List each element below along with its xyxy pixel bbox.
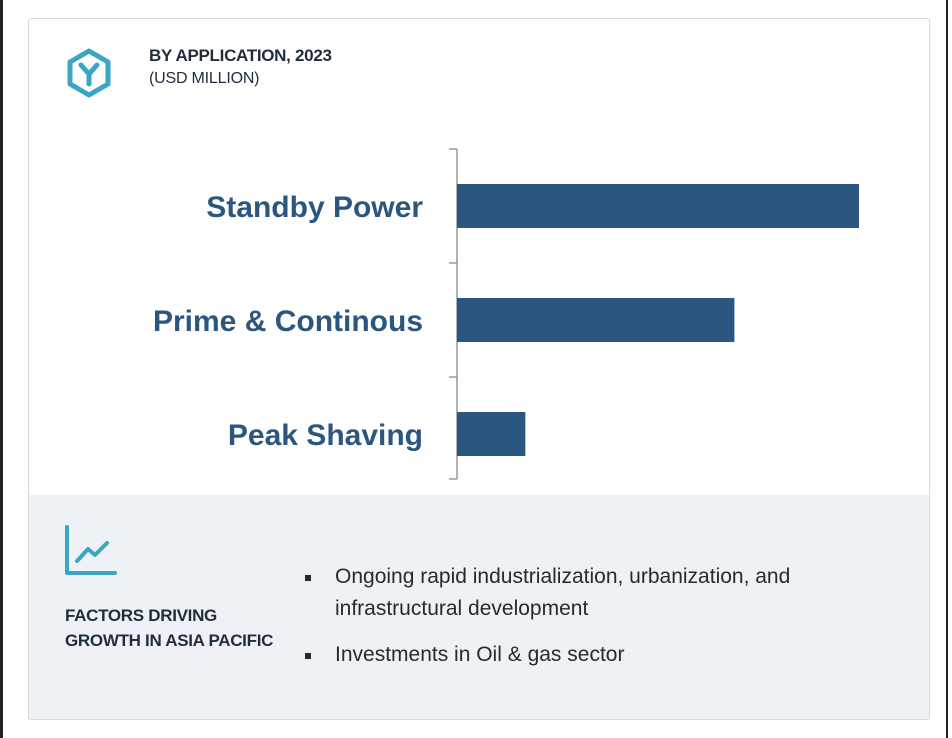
trend-line-icon — [65, 525, 117, 575]
factor-text: Investments in Oil & gas sector — [335, 643, 625, 666]
factors-title: FACTORS DRIVING GROWTH IN ASIA PACIFIC — [65, 606, 274, 650]
bar-chart: Standby Power Prime & Continous Peak Shavi… — [153, 148, 859, 480]
bar — [457, 298, 735, 342]
list-item: Investments in Oil & gas sector — [305, 639, 905, 671]
hexagon-y-icon — [67, 48, 111, 98]
factor-text: Ongoing rapid industrialization, urbaniz… — [335, 565, 791, 620]
bar — [457, 412, 526, 456]
factors-list: Ongoing rapid industrialization, urbaniz… — [305, 561, 905, 685]
bullet-icon — [305, 653, 311, 659]
infographic-card: BY APPLICATION, 2023 (USD MILLION) Stand… — [28, 18, 930, 720]
category-label: Peak Shaving — [228, 419, 423, 452]
list-item: Ongoing rapid industrialization, urbaniz… — [305, 561, 905, 625]
category-label: Prime & Continous — [153, 305, 423, 338]
category-label: Standby Power — [206, 191, 423, 224]
factors-panel: FACTORS DRIVING GROWTH IN ASIA PACIFIC O… — [29, 495, 929, 719]
bullet-icon — [305, 575, 311, 581]
chart-subtitle: (USD MILLION) — [149, 70, 260, 87]
bar — [457, 184, 859, 228]
chart-title: BY APPLICATION, 2023 — [149, 46, 332, 65]
